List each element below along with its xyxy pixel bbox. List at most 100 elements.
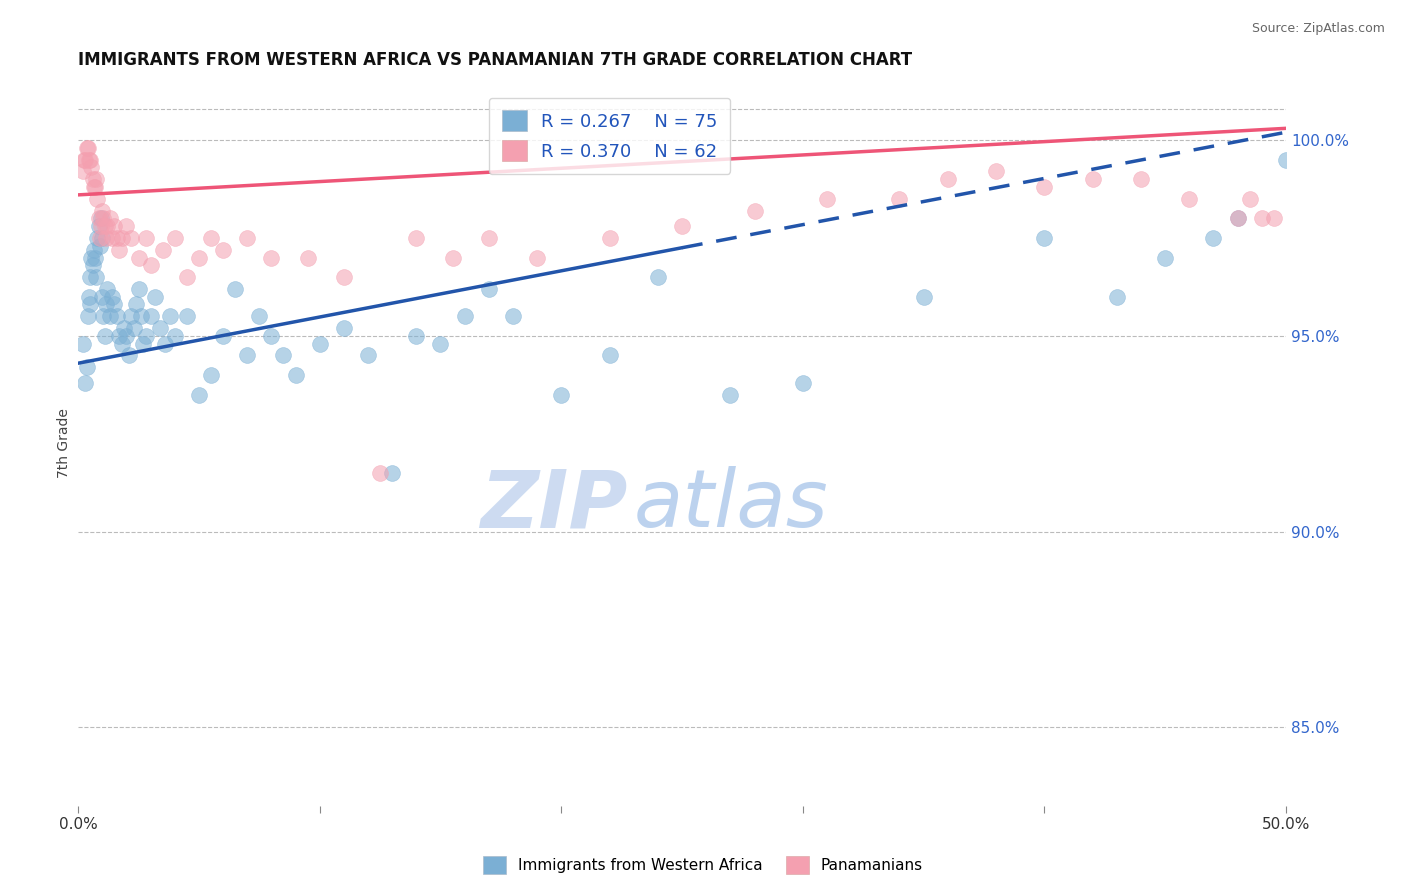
Point [91,290,114,304]
Point [405,328,427,343]
Point [108,243,131,257]
Point [792,376,814,390]
Point [599,348,621,362]
Point [83,180,105,194]
Point [91,203,114,218]
Point [110,231,132,245]
Point [212,243,235,257]
Point [1154,251,1177,265]
Point [112,321,135,335]
Point [260,251,283,265]
Point [1033,231,1056,245]
Point [87,211,110,226]
Point [139,310,162,324]
Point [159,310,181,324]
Point [91,231,114,245]
Point [82,172,104,186]
Point [86,192,108,206]
Point [94,297,117,311]
Point [145,290,167,304]
Point [1178,192,1201,206]
Point [176,310,198,324]
Point [236,348,259,362]
Point [247,310,270,324]
Point [526,251,548,265]
Point [718,387,741,401]
Point [115,219,138,234]
Point [200,231,222,245]
Point [122,321,145,335]
Point [89,239,111,253]
Point [163,231,186,245]
Point [73,153,96,167]
Point [599,231,621,245]
Point [72,336,94,351]
Point [77,153,100,167]
Point [108,328,131,343]
Point [105,231,128,245]
Legend: R = 0.267    N = 75, R = 0.370    N = 62: R = 0.267 N = 75, R = 0.370 N = 62 [489,97,730,174]
Point [72,164,94,178]
Point [187,251,209,265]
Point [128,251,150,265]
Point [75,153,97,167]
Point [105,310,128,324]
Point [1226,211,1249,226]
Point [441,251,464,265]
Point [83,243,105,257]
Point [260,328,283,343]
Point [149,321,172,335]
Point [308,336,330,351]
Point [1275,153,1298,167]
Point [889,192,911,206]
Point [96,219,118,234]
Point [152,243,174,257]
Point [1081,172,1104,186]
Point [815,192,838,206]
Point [478,231,501,245]
Point [1130,172,1153,186]
Point [284,368,307,382]
Point [744,203,766,218]
Point [84,172,107,186]
Point [82,258,104,272]
Point [94,231,117,245]
Point [478,282,501,296]
Point [128,282,150,296]
Point [1033,180,1056,194]
Point [153,336,176,351]
Point [76,360,98,375]
Point [176,270,198,285]
Point [79,270,101,285]
Point [96,282,118,296]
Point [84,180,107,194]
Point [98,211,121,226]
Text: Source: ZipAtlas.com: Source: ZipAtlas.com [1251,22,1385,36]
Point [101,290,124,304]
Point [381,466,404,480]
Point [129,310,152,324]
Point [333,321,356,335]
Point [212,328,235,343]
Point [236,231,259,245]
Point [936,172,959,186]
Point [80,251,103,265]
Point [93,328,115,343]
Point [110,336,132,351]
Point [984,164,1007,178]
Point [297,251,319,265]
Point [120,231,142,245]
Legend: Immigrants from Western Africa, Panamanians: Immigrants from Western Africa, Panamani… [477,850,929,880]
Point [1250,211,1272,226]
Point [125,297,148,311]
Point [671,219,693,234]
Point [1226,211,1249,226]
Point [187,387,209,401]
Point [89,231,111,245]
Point [101,231,124,245]
Point [98,310,121,324]
Point [120,310,142,324]
Point [103,297,125,311]
Point [405,231,427,245]
Point [200,368,222,382]
